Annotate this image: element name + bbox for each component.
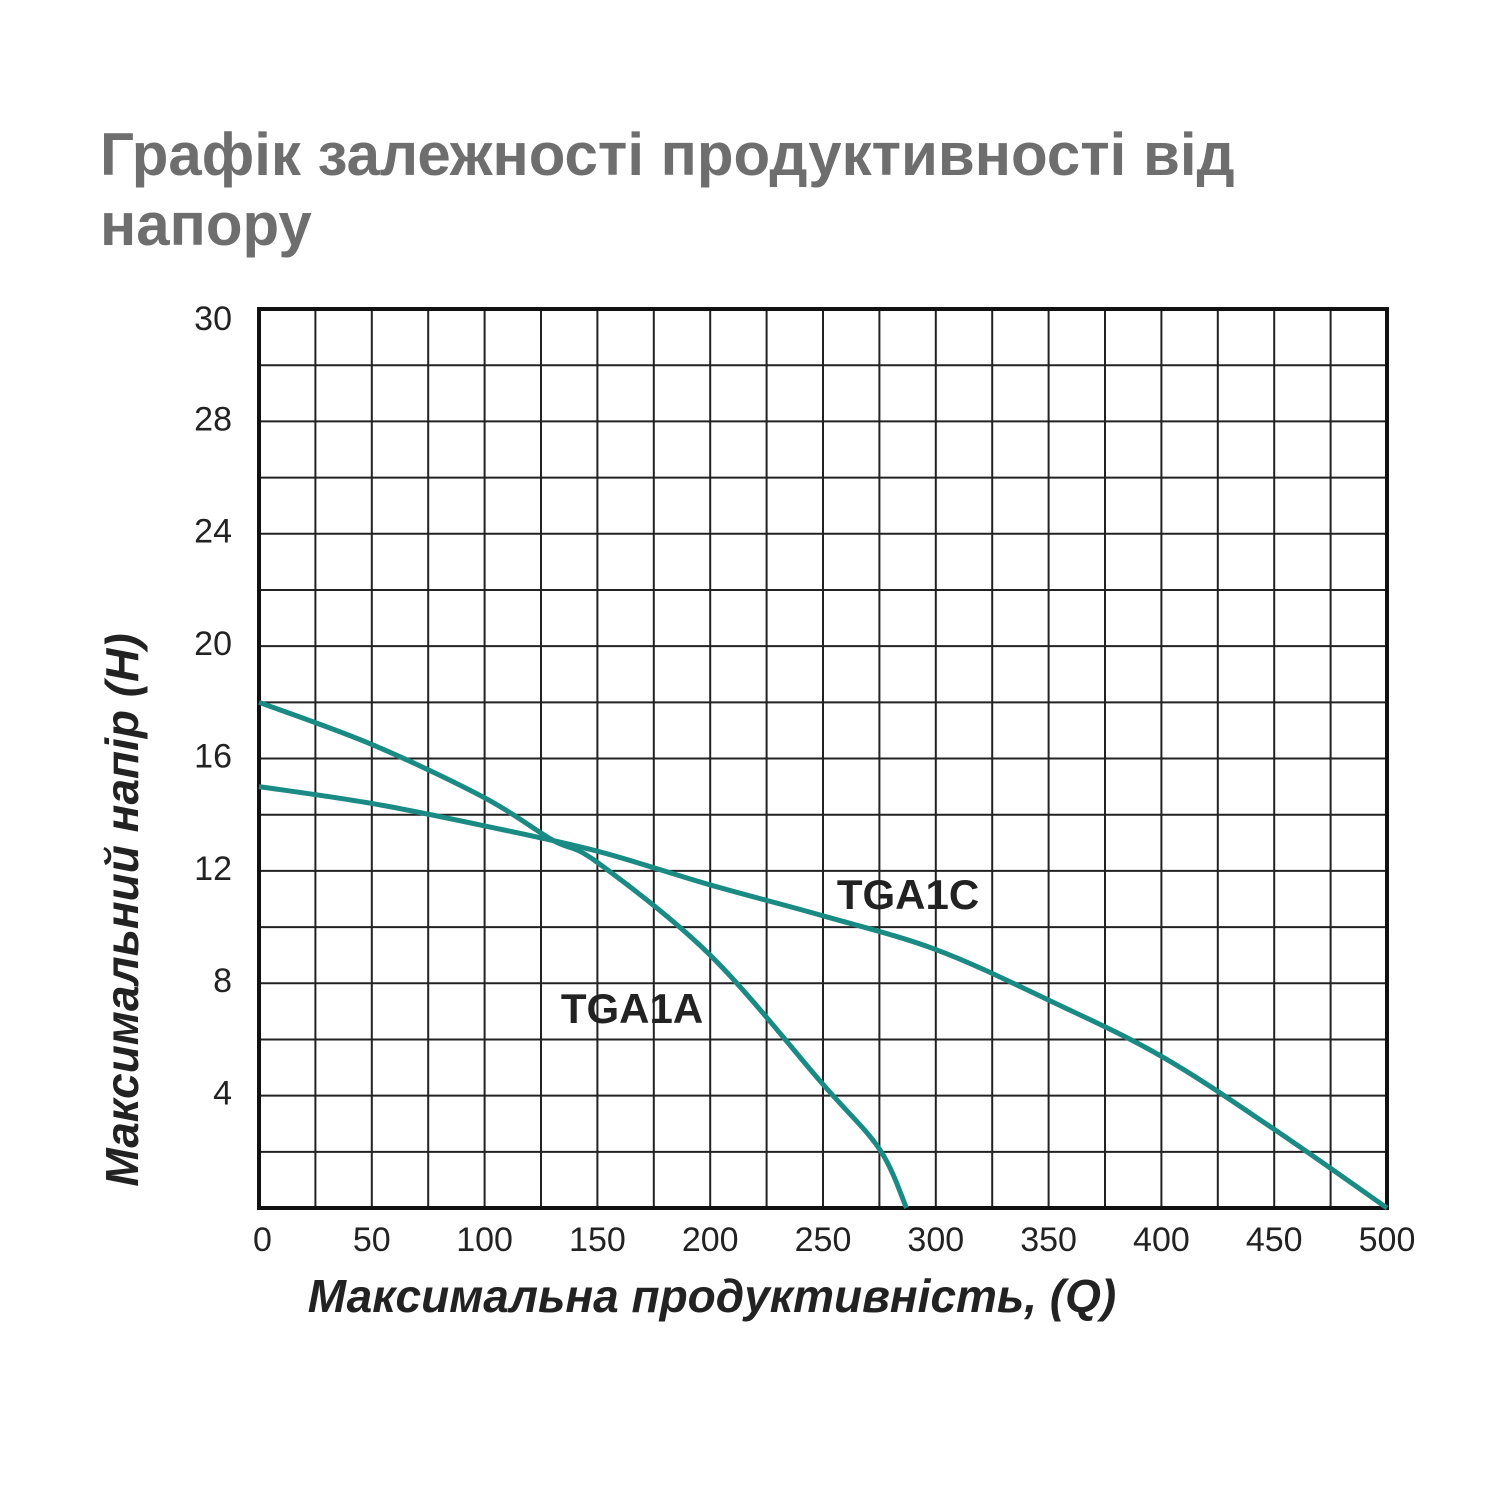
y-tick-label: 30	[194, 300, 232, 338]
x-tick-label: 300	[907, 1221, 964, 1259]
y-tick-label: 24	[194, 513, 232, 551]
series-label: TGA1C	[837, 871, 979, 918]
series-line	[258, 699, 909, 1210]
x-tick-label: 250	[795, 1221, 852, 1259]
series-label: TGA1A	[561, 985, 703, 1032]
plot-frame	[257, 307, 1389, 1210]
x-tick-label: 450	[1246, 1221, 1303, 1259]
x-axis-title: Максимальна продуктивність, (Q)	[308, 1270, 1116, 1322]
y-tick-label: 8	[213, 962, 232, 1000]
x-tick-label: 350	[1020, 1221, 1077, 1259]
y-axis-title: Максимальний напір (H)	[96, 633, 148, 1186]
x-tick-label: 400	[1133, 1221, 1190, 1259]
x-tick-label: 200	[682, 1221, 739, 1259]
x-tick-label: 50	[353, 1221, 391, 1259]
x-tick-label: 500	[1359, 1221, 1416, 1259]
y-tick-label: 4	[213, 1075, 232, 1113]
series-line	[258, 784, 1389, 1211]
y-tick-label: 16	[194, 737, 232, 775]
x-tick-label: 150	[569, 1221, 626, 1259]
y-tick-label: 28	[194, 400, 232, 438]
x-tick-label: 0	[253, 1221, 272, 1259]
chart-title: Графік залежності продуктивності від нап…	[100, 121, 1235, 258]
y-tick-label: 20	[194, 625, 232, 663]
y-tick-label: 12	[194, 850, 232, 888]
x-tick-label: 100	[456, 1221, 513, 1259]
